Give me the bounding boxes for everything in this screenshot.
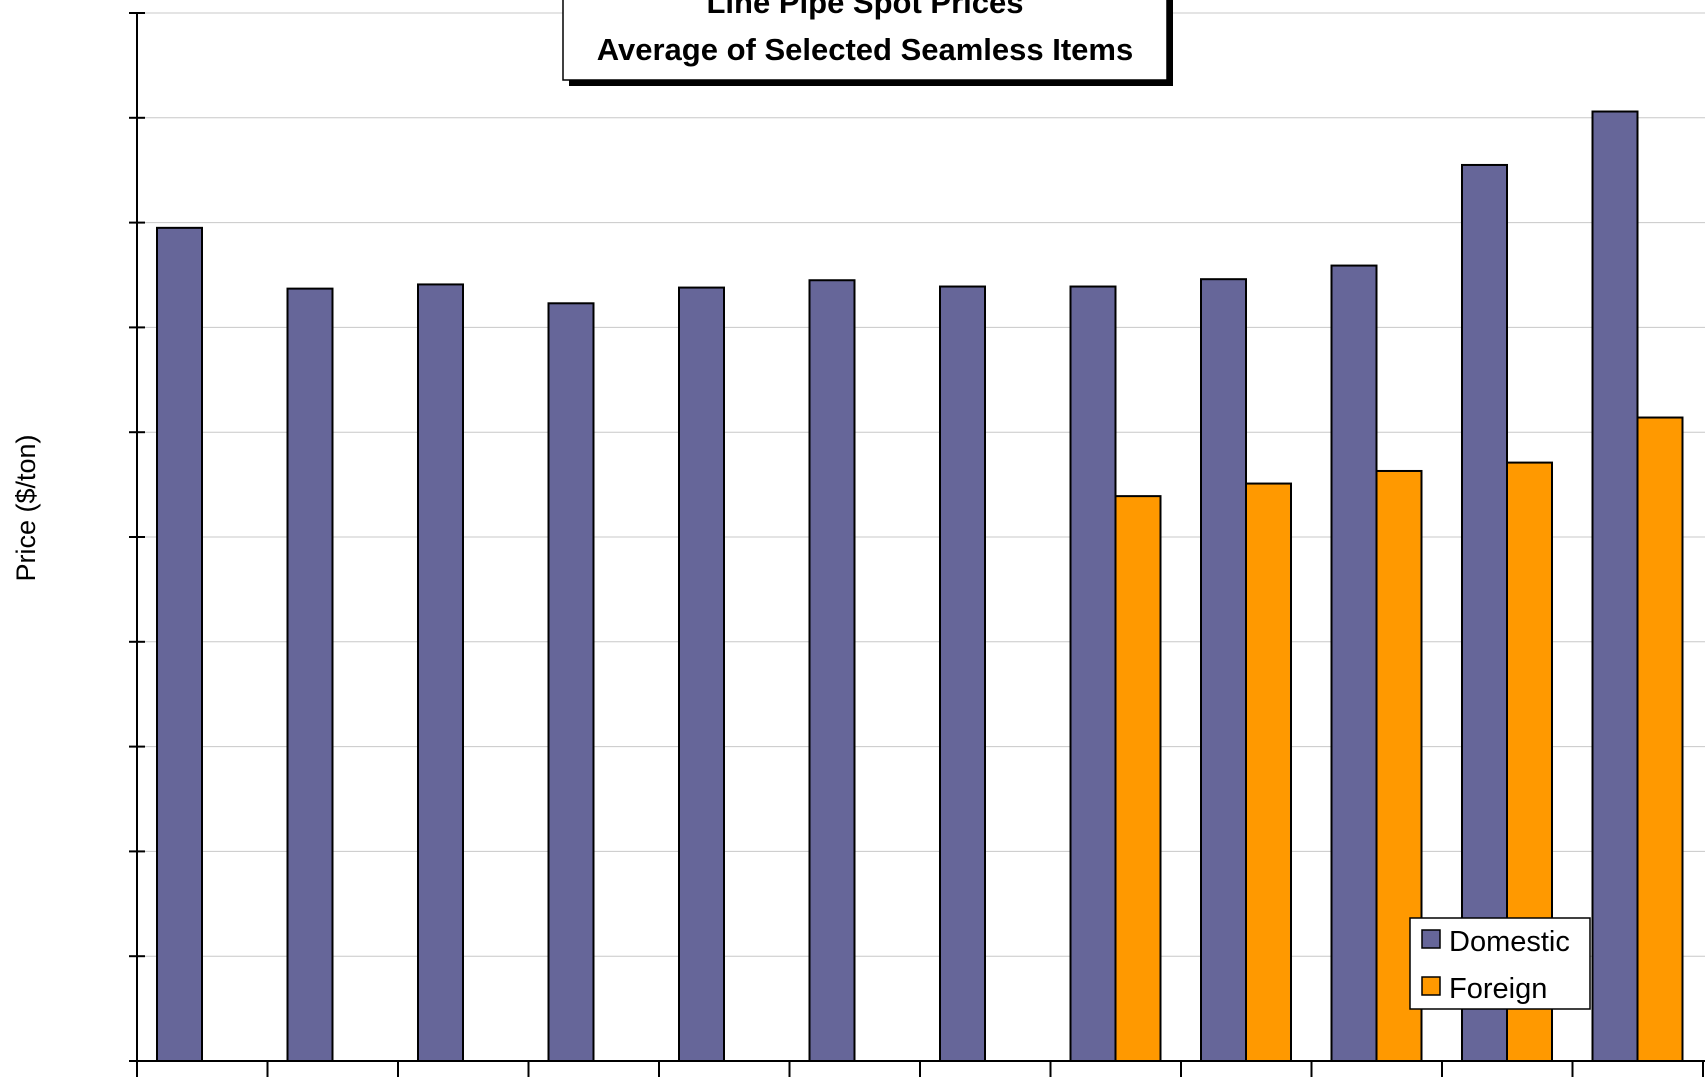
bar-foreign-8 [1114,495,1162,1062]
bar-domestic-4 [547,302,595,1062]
legend-label-foreign: Foreign [1449,973,1547,1005]
bar-domestic-2 [286,287,334,1062]
chart-title-box: Line Pipe Spot Prices Average of Selecte… [562,0,1173,86]
bar-domestic-6 [808,279,856,1062]
y-axis-label: Price ($/ton) [11,434,41,581]
chart-title-line-1: Line Pipe Spot Prices [707,0,1024,20]
legend-swatch-domestic [1421,929,1441,949]
bar-domestic-10 [1330,264,1378,1062]
bar-domestic-9 [1200,278,1247,1062]
bar-domestic-5 [678,286,725,1062]
axes [129,12,1705,1077]
bar-foreign-9 [1245,482,1292,1062]
bar-domestic-7 [939,285,986,1062]
bar-foreign-12 [1636,416,1684,1062]
grid [137,12,1705,957]
chart-title-line-2: Average of Selected Seamless Items [597,32,1133,67]
bar-domestic-3 [417,283,464,1062]
bar-foreign-10 [1375,469,1423,1062]
bar-domestic-12 [1591,110,1639,1062]
legend: Domestic Foreign [1409,917,1591,1010]
bar-domestic-8 [1069,285,1117,1062]
bar-domestic-1 [156,226,203,1062]
legend-label-domestic: Domestic [1449,926,1570,958]
legend-swatch-foreign [1421,976,1441,996]
